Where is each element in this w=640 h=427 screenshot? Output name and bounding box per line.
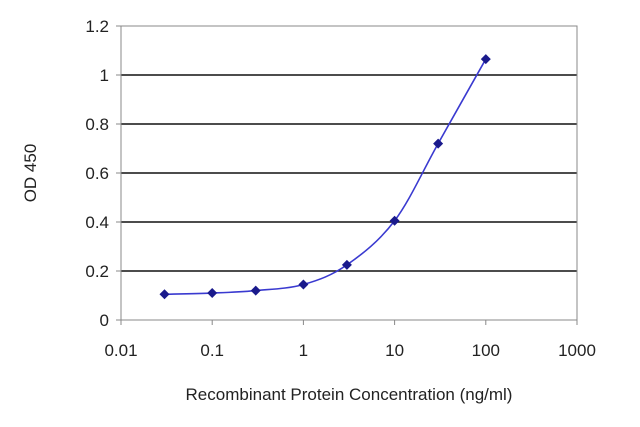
y-tick-label: 1 [100,66,109,85]
y-axis-label: OD 450 [21,144,40,203]
data-point [250,285,261,296]
x-tick-label: 100 [472,341,500,360]
data-point [341,259,352,270]
grid-lines [121,74,577,272]
data-point [207,288,218,299]
y-tick-label: 0.2 [85,262,109,281]
data-point [433,138,444,149]
y-axis-ticks: 0 0.2 0.4 0.6 0.8 1 1.2 [85,17,121,330]
y-tick-label: 0.8 [85,115,109,134]
y-tick-label: 0 [100,311,109,330]
x-tick-label: 1 [299,341,308,360]
data-point [159,289,170,300]
x-tick-label: 0.01 [104,341,137,360]
data-point [298,279,309,290]
x-tick-label: 10 [385,341,404,360]
y-tick-label: 0.6 [85,164,109,183]
series-layer [159,54,491,300]
data-point [480,54,491,65]
x-tick-label: 0.1 [200,341,224,360]
x-tick-label: 1000 [558,341,596,360]
x-axis-ticks: 0.01 0.1 1 10 100 1000 [104,320,596,360]
y-tick-label: 0.4 [85,213,109,232]
data-point [389,215,400,226]
x-axis-label: Recombinant Protein Concentration (ng/ml… [186,385,513,404]
y-tick-label: 1.2 [85,17,109,36]
